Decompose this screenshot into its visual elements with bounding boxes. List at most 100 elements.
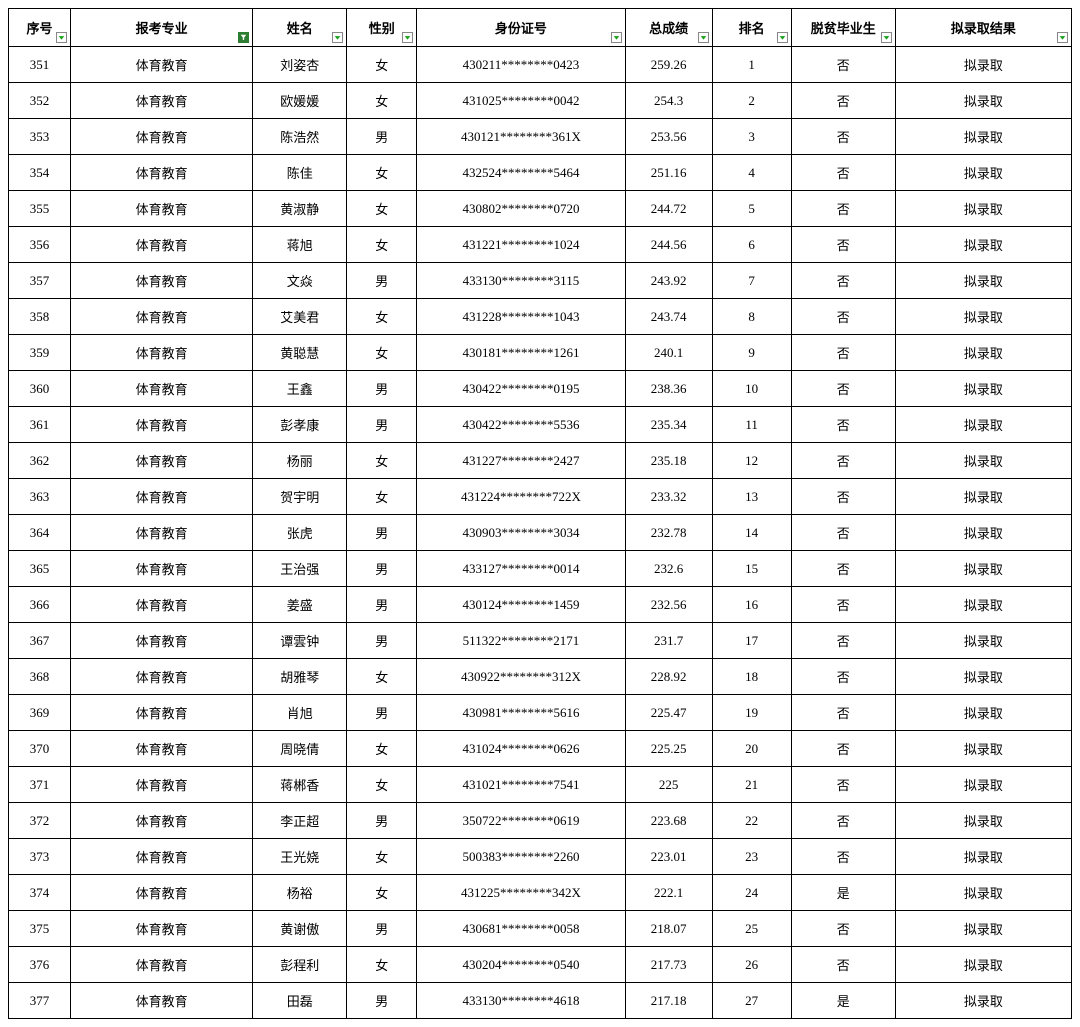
cell-major: 体育教育 <box>71 875 253 911</box>
cell-score: 243.92 <box>625 263 712 299</box>
cell-name: 杨丽 <box>253 443 347 479</box>
cell-major: 体育教育 <box>71 623 253 659</box>
cell-score: 238.36 <box>625 371 712 407</box>
cell-major: 体育教育 <box>71 407 253 443</box>
column-label: 脱贫毕业生 <box>811 21 876 36</box>
column-header-result[interactable]: 拟录取结果 <box>895 9 1071 47</box>
cell-seq: 374 <box>9 875 71 911</box>
table-row: 356体育教育蒋旭女431221********1024244.566否拟录取 <box>9 227 1072 263</box>
cell-rank: 26 <box>712 947 791 983</box>
cell-rank: 22 <box>712 803 791 839</box>
cell-major: 体育教育 <box>71 191 253 227</box>
table-row: 368体育教育胡雅琴女430922********312X228.9218否拟录… <box>9 659 1072 695</box>
cell-name: 黄谢傲 <box>253 911 347 947</box>
cell-score: 232.6 <box>625 551 712 587</box>
cell-gender: 女 <box>347 443 417 479</box>
cell-result: 拟录取 <box>895 983 1071 1019</box>
cell-major: 体育教育 <box>71 47 253 83</box>
column-header-rank[interactable]: 排名 <box>712 9 791 47</box>
cell-id: 350722********0619 <box>417 803 625 839</box>
cell-name: 胡雅琴 <box>253 659 347 695</box>
cell-result: 拟录取 <box>895 47 1071 83</box>
filter-dropdown-icon[interactable] <box>402 32 413 43</box>
cell-poverty: 否 <box>791 731 895 767</box>
cell-major: 体育教育 <box>71 227 253 263</box>
cell-id: 433130********4618 <box>417 983 625 1019</box>
filter-active-icon[interactable] <box>238 32 249 43</box>
cell-rank: 17 <box>712 623 791 659</box>
cell-poverty: 否 <box>791 191 895 227</box>
cell-gender: 男 <box>347 623 417 659</box>
filter-dropdown-icon[interactable] <box>611 32 622 43</box>
cell-seq: 361 <box>9 407 71 443</box>
cell-poverty: 否 <box>791 911 895 947</box>
column-header-gender[interactable]: 性别 <box>347 9 417 47</box>
cell-rank: 5 <box>712 191 791 227</box>
cell-score: 231.7 <box>625 623 712 659</box>
column-label: 总成绩 <box>649 21 688 36</box>
filter-dropdown-icon[interactable] <box>698 32 709 43</box>
column-header-score[interactable]: 总成绩 <box>625 9 712 47</box>
cell-gender: 女 <box>347 875 417 911</box>
cell-name: 欧媛媛 <box>253 83 347 119</box>
cell-seq: 362 <box>9 443 71 479</box>
filter-dropdown-icon[interactable] <box>881 32 892 43</box>
cell-name: 李正超 <box>253 803 347 839</box>
cell-seq: 369 <box>9 695 71 731</box>
cell-score: 223.01 <box>625 839 712 875</box>
cell-gender: 男 <box>347 371 417 407</box>
cell-result: 拟录取 <box>895 875 1071 911</box>
cell-seq: 365 <box>9 551 71 587</box>
cell-major: 体育教育 <box>71 479 253 515</box>
cell-score: 228.92 <box>625 659 712 695</box>
cell-rank: 8 <box>712 299 791 335</box>
table-row: 373体育教育王光娆女500383********2260223.0123否拟录… <box>9 839 1072 875</box>
column-header-name[interactable]: 姓名 <box>253 9 347 47</box>
cell-gender: 女 <box>347 659 417 695</box>
filter-dropdown-icon[interactable] <box>56 32 67 43</box>
cell-result: 拟录取 <box>895 947 1071 983</box>
column-header-id[interactable]: 身份证号 <box>417 9 625 47</box>
cell-result: 拟录取 <box>895 659 1071 695</box>
table-row: 367体育教育谭雲钟男511322********2171231.717否拟录取 <box>9 623 1072 659</box>
cell-name: 刘姿杏 <box>253 47 347 83</box>
cell-result: 拟录取 <box>895 83 1071 119</box>
cell-seq: 351 <box>9 47 71 83</box>
cell-poverty: 否 <box>791 515 895 551</box>
cell-result: 拟录取 <box>895 443 1071 479</box>
cell-score: 235.18 <box>625 443 712 479</box>
cell-seq: 359 <box>9 335 71 371</box>
cell-seq: 354 <box>9 155 71 191</box>
filter-dropdown-icon[interactable] <box>332 32 343 43</box>
cell-result: 拟录取 <box>895 335 1071 371</box>
cell-id: 431021********7541 <box>417 767 625 803</box>
cell-poverty: 否 <box>791 947 895 983</box>
cell-rank: 6 <box>712 227 791 263</box>
cell-id: 432524********5464 <box>417 155 625 191</box>
cell-poverty: 是 <box>791 983 895 1019</box>
column-header-poverty[interactable]: 脱贫毕业生 <box>791 9 895 47</box>
cell-rank: 19 <box>712 695 791 731</box>
cell-name: 蒋旭 <box>253 227 347 263</box>
cell-rank: 10 <box>712 371 791 407</box>
table-row: 353体育教育陈浩然男430121********361X253.563否拟录取 <box>9 119 1072 155</box>
filter-dropdown-icon[interactable] <box>777 32 788 43</box>
column-header-seq[interactable]: 序号 <box>9 9 71 47</box>
cell-result: 拟录取 <box>895 119 1071 155</box>
cell-major: 体育教育 <box>71 767 253 803</box>
cell-major: 体育教育 <box>71 155 253 191</box>
cell-gender: 女 <box>347 479 417 515</box>
cell-gender: 女 <box>347 299 417 335</box>
cell-seq: 353 <box>9 119 71 155</box>
column-header-major[interactable]: 报考专业 <box>71 9 253 47</box>
cell-id: 500383********2260 <box>417 839 625 875</box>
cell-poverty: 否 <box>791 119 895 155</box>
cell-gender: 女 <box>347 47 417 83</box>
cell-major: 体育教育 <box>71 371 253 407</box>
cell-poverty: 否 <box>791 299 895 335</box>
filter-dropdown-icon[interactable] <box>1057 32 1068 43</box>
cell-major: 体育教育 <box>71 299 253 335</box>
cell-seq: 363 <box>9 479 71 515</box>
cell-id: 433130********3115 <box>417 263 625 299</box>
cell-poverty: 否 <box>791 551 895 587</box>
